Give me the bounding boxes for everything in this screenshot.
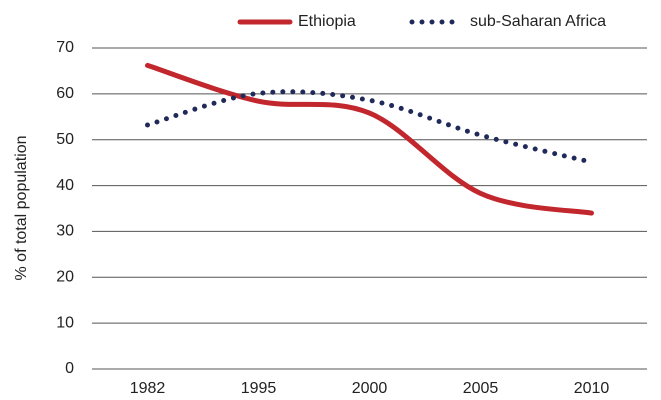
- y-tick-label: 20: [56, 269, 74, 286]
- y-tick-label: 40: [56, 177, 74, 194]
- series-line: [145, 62, 594, 216]
- x-tick-label: 1982: [130, 380, 166, 397]
- series-line: [145, 89, 594, 165]
- y-tick-label: 50: [56, 131, 74, 148]
- x-tick-label: 2000: [352, 380, 388, 397]
- legend-label: sub-Saharan Africa: [470, 13, 606, 30]
- y-tick-label: 70: [56, 39, 74, 56]
- y-tick-label: 60: [56, 85, 74, 102]
- y-tick-label: 0: [65, 360, 74, 377]
- y-tick-label: 30: [56, 223, 74, 240]
- x-tick-label: 2005: [463, 380, 499, 397]
- y-tick-label: 10: [56, 314, 74, 331]
- x-tick-label: 2010: [574, 380, 610, 397]
- legend-label: Ethiopia: [298, 13, 356, 30]
- x-tick-label: 1995: [241, 380, 277, 397]
- y-axis-label: % of total population: [13, 136, 30, 281]
